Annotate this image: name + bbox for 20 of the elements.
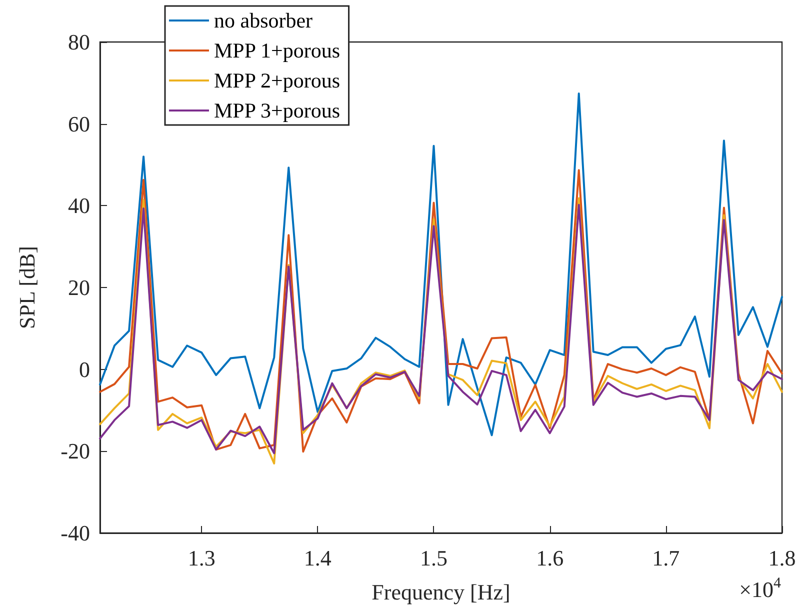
y-tick-label: 0: [79, 356, 90, 382]
y-tick-label: 80: [68, 30, 90, 54]
x-tick-label: 1.7: [652, 546, 680, 570]
legend-label: MPP 1+porous: [214, 38, 340, 62]
y-axis-title: SPL [dB]: [14, 246, 40, 329]
x-tick-label: 1.4: [304, 546, 332, 570]
y-tick-label: 20: [68, 275, 90, 300]
line-series: [99, 92, 783, 436]
x-tick-label: 1.5: [420, 546, 448, 570]
x-tick-label: 1.3: [188, 546, 216, 570]
y-tick-label: 40: [68, 193, 90, 218]
legend-label: MPP 2+porous: [214, 68, 340, 92]
x-tick-label: 1.8: [768, 546, 796, 570]
y-tick-label: 60: [68, 111, 90, 136]
y-tick-label: -40: [60, 520, 90, 546]
x-axis-title: Frequency [Hz]: [372, 580, 510, 604]
legend-label: no absorber: [214, 8, 313, 32]
y-tick-label: -20: [60, 438, 90, 464]
x-tick-label: 1.6: [536, 546, 564, 570]
legend-label: MPP 3+porous: [214, 98, 340, 122]
